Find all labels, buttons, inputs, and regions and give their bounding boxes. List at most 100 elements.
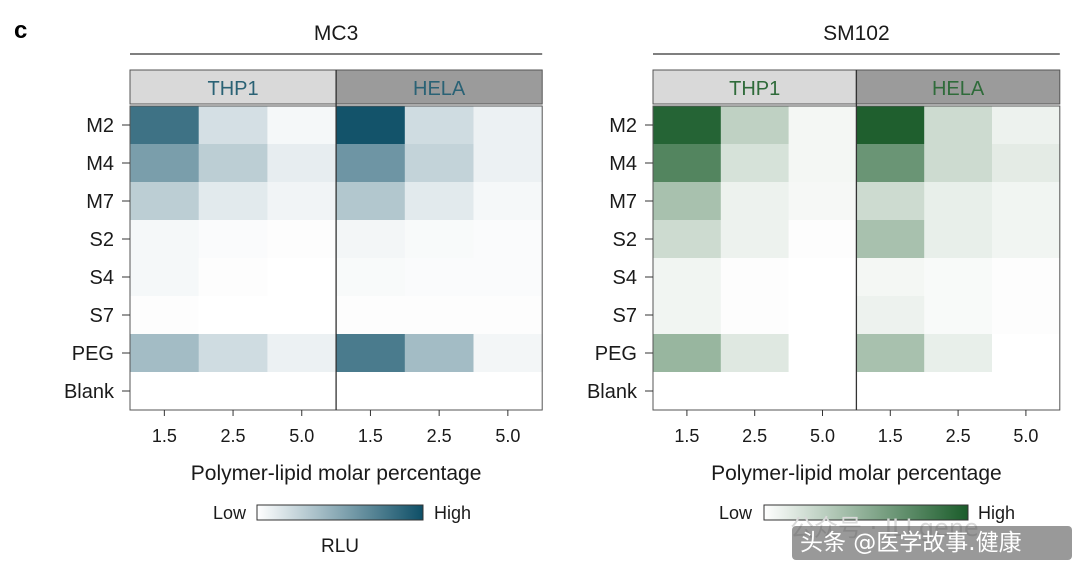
heatmap-cell-thp1-s4-1.5 (653, 258, 722, 297)
heatmap-cell-hela-m7-1.5 (336, 182, 406, 221)
heatmap-cell-hela-m2-1.5 (336, 106, 406, 145)
x-tick-label: 1.5 (878, 426, 903, 446)
x-tick-label: 1.5 (358, 426, 383, 446)
row-label-m7: M7 (86, 191, 114, 213)
heatmap-cell-thp1-m2-5.0 (267, 106, 337, 145)
heatmap-cell-thp1-peg-1.5 (130, 334, 200, 373)
heatmap-cell-hela-s2-2.5 (404, 220, 474, 259)
x-tick-label: 5.0 (495, 426, 520, 446)
heatmap-cell-thp1-m7-2.5 (720, 182, 790, 221)
heatmap-cell-thp1-peg-5.0 (267, 334, 337, 373)
heatmap-cell-hela-blank-2.5 (924, 372, 993, 411)
heatmap-cell-thp1-s4-2.5 (720, 258, 790, 297)
colorbar-low-label: Low (719, 503, 753, 523)
heatmap-cell-hela-m4-1.5 (336, 144, 406, 183)
heatmap-cell-thp1-m4-5.0 (788, 144, 857, 183)
x-tick-label: 5.0 (289, 426, 314, 446)
heatmap-cell-hela-m2-1.5 (856, 106, 925, 145)
heatmap-cell-thp1-s4-5.0 (267, 258, 337, 297)
header-label-thp1: THP1 (207, 78, 258, 100)
heatmap-mc3: MC3 THP1 HELA M2 M4 M7 S2 S4 S7 PEG Blank 1.5 2.5 5.0… (64, 22, 543, 557)
heatmap-cell-hela-s4-2.5 (404, 258, 474, 297)
heatmap-cell-thp1-m4-5.0 (267, 144, 337, 183)
x-tick-label: 2.5 (946, 426, 971, 446)
row-label-m7: M7 (609, 191, 637, 213)
heatmap-cell-thp1-m2-5.0 (788, 106, 857, 145)
watermark: 头条 @医学故事.健康 (792, 526, 1072, 560)
heatmap-cell-thp1-m7-1.5 (130, 182, 200, 221)
heatmap-cell-thp1-blank-5.0 (267, 372, 337, 411)
row-label-s2: S2 (90, 229, 114, 251)
heatmap-cell-thp1-m4-1.5 (653, 144, 722, 183)
heatmap-cell-hela-m2-2.5 (404, 106, 474, 145)
heatmap-cell-hela-blank-2.5 (404, 372, 474, 411)
heatmap-cell-hela-m7-5.0 (473, 182, 543, 221)
heatmap-cell-hela-s7-2.5 (924, 296, 993, 335)
heatmap-cell-hela-blank-5.0 (473, 372, 543, 411)
row-label-s4: S4 (613, 267, 637, 289)
heatmap-cell-hela-m4-1.5 (856, 144, 925, 183)
x-axis-label: Polymer-lipid molar percentage (711, 462, 1002, 485)
heatmap-cell-thp1-m2-1.5 (653, 106, 722, 145)
heatmap-cell-thp1-m7-5.0 (267, 182, 337, 221)
heatmap-cell-thp1-blank-5.0 (788, 372, 857, 411)
heatmap-cell-thp1-s2-5.0 (788, 220, 857, 259)
row-label-m4: M4 (609, 153, 637, 175)
heatmap-cell-thp1-m4-2.5 (720, 144, 790, 183)
colorbar (256, 504, 424, 521)
heatmap-cell-thp1-s7-5.0 (267, 296, 337, 335)
heatmap-cell-hela-s4-1.5 (856, 258, 925, 297)
header-label-thp1: THP1 (729, 78, 780, 100)
heatmap-cell-hela-s7-1.5 (336, 296, 406, 335)
header-label-hela: HELA (413, 78, 466, 100)
heatmap-cell-thp1-m4-2.5 (198, 144, 268, 183)
x-tick-label: 5.0 (1013, 426, 1038, 446)
heatmap-cell-thp1-s7-5.0 (788, 296, 857, 335)
heatmap-cell-hela-m2-2.5 (924, 106, 993, 145)
heatmap-cell-hela-s7-5.0 (992, 296, 1061, 335)
x-tick-label: 1.5 (674, 426, 699, 446)
x-tick-label: 1.5 (152, 426, 177, 446)
colorbar-high-label: High (978, 503, 1015, 523)
row-label-peg: PEG (595, 343, 637, 365)
heatmap-cell-thp1-s4-1.5 (130, 258, 200, 297)
heatmap-cell-hela-s4-1.5 (336, 258, 406, 297)
heatmap-cell-thp1-blank-2.5 (198, 372, 268, 411)
heatmap-cell-hela-peg-2.5 (924, 334, 993, 373)
heatmap-cell-thp1-s2-2.5 (720, 220, 790, 259)
heatmap-cell-thp1-s2-2.5 (198, 220, 268, 259)
heatmap-cell-thp1-m2-1.5 (130, 106, 200, 145)
heatmap-cell-thp1-m4-1.5 (130, 144, 200, 183)
heatmap-cell-thp1-s2-5.0 (267, 220, 337, 259)
heatmap-cell-hela-s7-5.0 (473, 296, 543, 335)
heatmap-cell-thp1-s2-1.5 (653, 220, 722, 259)
heatmap-cell-hela-peg-2.5 (404, 334, 474, 373)
heatmap-cell-hela-m4-2.5 (404, 144, 474, 183)
heatmap-cell-hela-m7-5.0 (992, 182, 1061, 221)
heatmap-cell-hela-blank-5.0 (992, 372, 1061, 411)
heatmap-cell-hela-m7-1.5 (856, 182, 925, 221)
heatmap-cell-thp1-peg-2.5 (720, 334, 790, 373)
colorbar-high-label: High (434, 503, 471, 523)
x-tick-label: 2.5 (221, 426, 246, 446)
heatmap-cell-thp1-m7-1.5 (653, 182, 722, 221)
row-label-m2: M2 (609, 115, 637, 137)
heatmap-cell-thp1-peg-1.5 (653, 334, 722, 373)
row-label-s4: S4 (90, 267, 114, 289)
chart-title: SM102 (823, 22, 890, 45)
heatmap-cell-hela-m7-2.5 (404, 182, 474, 221)
heatmap-cell-hela-s7-2.5 (404, 296, 474, 335)
heatmap-cell-hela-m2-5.0 (992, 106, 1061, 145)
heatmap-cell-hela-s4-5.0 (992, 258, 1061, 297)
heatmap-cell-thp1-blank-1.5 (130, 372, 200, 411)
heatmap-cell-thp1-peg-5.0 (788, 334, 857, 373)
heatmap-cell-hela-blank-1.5 (856, 372, 925, 411)
heatmap-cell-hela-m4-2.5 (924, 144, 993, 183)
header-label-hela: HELA (932, 78, 985, 100)
heatmap-cell-thp1-s4-2.5 (198, 258, 268, 297)
row-label-s7: S7 (613, 305, 637, 327)
heatmap-sm102: SM102 THP1 HELA M2 M4 M7 S2 S4 S7 PEG Blank 1.5 2.5 5… (587, 22, 1061, 523)
heatmap-cell-hela-peg-1.5 (856, 334, 925, 373)
heatmap-cell-hela-m2-5.0 (473, 106, 543, 145)
